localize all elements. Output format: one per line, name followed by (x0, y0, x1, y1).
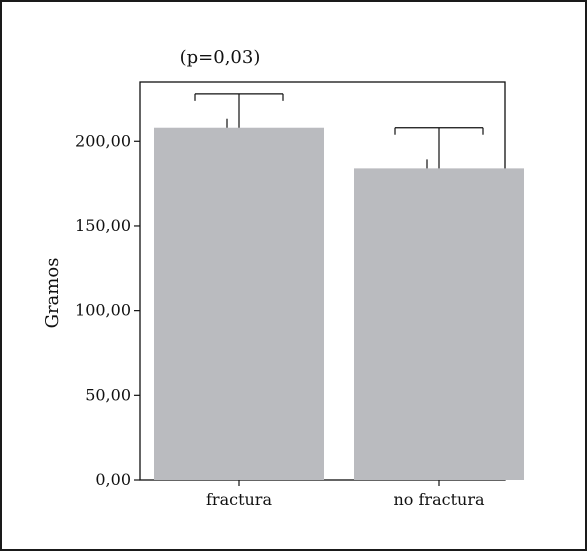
y-tick-label: 150,00 (75, 216, 131, 235)
y-tick-label: 0,00 (95, 470, 131, 489)
y-tick-label: 50,00 (85, 385, 131, 404)
x-tick-label: no fractura (393, 490, 484, 509)
x-tick-label: fractura (206, 490, 272, 509)
plot-area: 0,00 50,00 100,00 150,00 200,00 fractura no fr… (75, 81, 524, 509)
y-axis-label: Gramos (42, 258, 63, 329)
y-tick-label: 100,00 (75, 301, 131, 320)
bar (354, 168, 524, 481)
p-value-annotation: (p=0,03) (180, 47, 261, 68)
bar (154, 127, 324, 480)
y-tick-label: 200,00 (75, 131, 131, 150)
